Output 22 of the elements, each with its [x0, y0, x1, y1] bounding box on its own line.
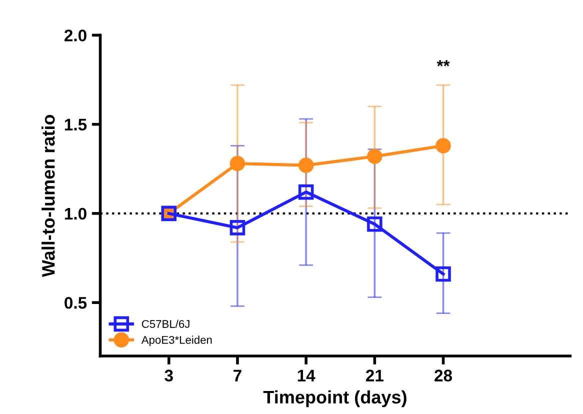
point [230, 156, 246, 172]
y-axis-title: Wall-to-lumen ratio [42, 114, 55, 278]
y-tick-label: 1.5 [64, 118, 87, 131]
y-tick-label: 2.0 [64, 30, 86, 42]
point [298, 158, 314, 173]
point [367, 216, 382, 232]
x-tick-label: 14 [298, 370, 316, 382]
legend-label: C57BL/6J [142, 320, 190, 328]
y-tick-label: 0.5 [64, 296, 87, 309]
point [436, 266, 451, 282]
legend-label: ApoE3*Leiden [141, 336, 212, 346]
x-axis-title: Timepoint (days) [263, 390, 406, 408]
point [367, 148, 382, 164]
point [230, 220, 246, 236]
point [436, 138, 451, 154]
point [298, 184, 314, 200]
x-tick-label: 28 [434, 370, 452, 382]
x-tick-label: 7 [234, 370, 242, 382]
y-tick-label: 1.0 [64, 208, 86, 220]
annotation: ** [436, 60, 450, 66]
x-tick-label: 3 [164, 370, 173, 382]
x-tick-label: 21 [366, 370, 384, 382]
